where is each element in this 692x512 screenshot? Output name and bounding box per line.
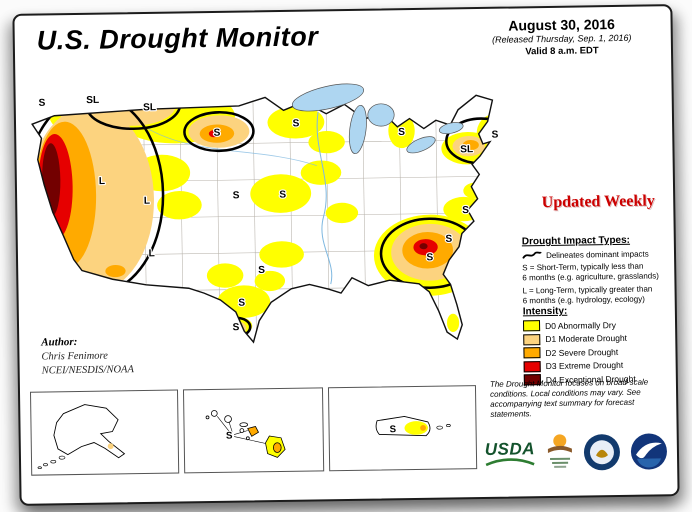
impact-types-heading: Drought Impact Types: bbox=[521, 234, 631, 248]
author-org: NCEI/NESDIS/NOAA bbox=[41, 364, 134, 377]
author-name: Chris Fenimore bbox=[41, 350, 108, 363]
hawaii-islands bbox=[205, 410, 286, 458]
puerto-rico-inset: S bbox=[327, 385, 478, 472]
date-block: August 30, 2016 (Released Thursday, Sep.… bbox=[458, 14, 665, 59]
intensity-rows: D0 Abnormally Dry D1 Moderate Drought D2 S… bbox=[522, 318, 676, 386]
usda-swoosh-icon bbox=[485, 457, 535, 466]
map-impact-label: L bbox=[149, 248, 155, 259]
usda-logo: USDA bbox=[483, 438, 537, 468]
pr-d0-area bbox=[404, 421, 428, 435]
intensity-swatch-d3 bbox=[523, 360, 541, 372]
intensity-heading: Intensity: bbox=[522, 305, 568, 318]
map-impact-label: S bbox=[292, 118, 299, 129]
intensity-legend: Intensity: D0 Abnormally Dry D1 Moderate … bbox=[523, 304, 676, 388]
pr-impact-label: S bbox=[389, 424, 396, 435]
map-impact-label: S bbox=[233, 322, 240, 333]
map-impact-label: S bbox=[279, 190, 286, 201]
usda-logo-text: USDA bbox=[484, 438, 536, 459]
map-impact-label: S bbox=[39, 98, 46, 109]
map-impact-label: SL bbox=[460, 144, 473, 155]
us-outline bbox=[31, 94, 494, 344]
intensity-swatch-d2 bbox=[523, 347, 541, 359]
map-impact-label: S bbox=[491, 130, 498, 141]
intensity-row: D2 Severe Drought bbox=[523, 345, 675, 359]
pr-d2-area bbox=[420, 424, 427, 431]
noaa-logo bbox=[630, 433, 667, 470]
map-impact-label: S bbox=[398, 127, 405, 138]
map-impact-label: S bbox=[426, 252, 433, 263]
alaska-inset bbox=[29, 389, 180, 476]
ndmc-logo bbox=[547, 434, 572, 468]
drought-monitor-document: U.S. Drought Monitor August 30, 2016 (Re… bbox=[12, 4, 680, 506]
map-impact-label: S bbox=[238, 298, 245, 309]
impact-types-legend: Drought Impact Types: Delineates dominan… bbox=[522, 234, 675, 309]
valid-time: Valid 8 a.m. EDT bbox=[525, 45, 599, 58]
aleutian-islands bbox=[37, 455, 66, 470]
intensity-label-d2: D2 Severe Drought bbox=[545, 346, 619, 358]
agency-logos: USDA bbox=[483, 422, 678, 483]
impact-line-icon bbox=[522, 251, 542, 259]
hawaii-map: S bbox=[205, 410, 286, 458]
short-term-text: S = Short-Term, typically less than 6 mo… bbox=[522, 261, 659, 283]
map-impact-label: S bbox=[445, 234, 452, 245]
map-impact-label: SL bbox=[86, 95, 99, 106]
map-impact-label: S bbox=[258, 265, 265, 276]
great-lakes bbox=[291, 83, 464, 155]
author-label: Author: bbox=[41, 335, 78, 349]
hawaii-inset: S bbox=[182, 387, 325, 474]
map-impact-label: SL bbox=[143, 102, 156, 113]
map-impact-label: L bbox=[99, 176, 105, 187]
intensity-row: D0 Abnormally Dry bbox=[522, 318, 675, 332]
intensity-swatch-d0 bbox=[522, 320, 541, 332]
updated-weekly: Updated Weekly bbox=[541, 192, 655, 212]
disclaimer-text: The Drought Monitor focuses on broad-sca… bbox=[489, 377, 649, 419]
map-impact-label: S bbox=[213, 128, 220, 139]
intensity-row: D1 Moderate Drought bbox=[523, 332, 675, 345]
intensity-label-d0: D0 Abnormally Dry bbox=[544, 319, 616, 331]
commerce-seal-icon bbox=[583, 434, 620, 471]
intensity-label-d3: D3 Extreme Drought bbox=[545, 359, 624, 372]
map-impact-label: L bbox=[144, 196, 150, 207]
intensity-label-d1: D1 Moderate Drought bbox=[545, 332, 628, 345]
map-impact-label: S bbox=[462, 205, 469, 216]
hawaii-impact-label: S bbox=[226, 431, 233, 442]
puerto-rico-map: S bbox=[375, 415, 451, 436]
long-term-text: L = Long-Term, typically greater than 6 … bbox=[522, 284, 653, 306]
alaska-map bbox=[37, 404, 126, 470]
pr-small-islands bbox=[436, 424, 451, 430]
intensity-row: D3 Extreme Drought bbox=[523, 359, 676, 372]
page-title: U.S. Drought Monitor bbox=[36, 21, 319, 56]
map-impact-label: S bbox=[233, 190, 240, 201]
delineates-row: Delineates dominant impacts bbox=[522, 248, 674, 260]
delineates-text: Delineates dominant impacts bbox=[545, 249, 649, 260]
intensity-swatch-d1 bbox=[523, 333, 541, 345]
author-block: Author: Chris Fenimore NCEI/NESDIS/NOAA bbox=[41, 334, 134, 379]
alaska-drought-spot bbox=[107, 443, 114, 450]
